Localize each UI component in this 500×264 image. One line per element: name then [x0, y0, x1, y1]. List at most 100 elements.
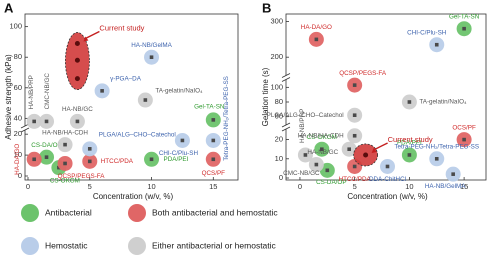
current-study-point [74, 76, 80, 82]
point-label: HA-NB/GelMA [131, 42, 172, 49]
point-label: QCS/PF [202, 170, 226, 177]
point-label: HA-DA/GO [14, 144, 21, 175]
point-center [462, 26, 466, 31]
axis-break-gap [22, 126, 28, 130]
point-center [87, 159, 92, 164]
point-center [451, 172, 455, 176]
y-tick-label: 10 [14, 150, 22, 159]
point-label: PDA/PEI [164, 156, 189, 163]
point-label: CMC-NB/GC [283, 170, 320, 177]
point-center [87, 147, 92, 151]
y-axis-title: Gelation time (s) [261, 67, 270, 126]
point-center [63, 142, 67, 147]
panel-label: A [4, 0, 14, 15]
y-tick-label: 80 [275, 97, 283, 106]
point-center [352, 83, 357, 87]
axis-break [281, 122, 291, 128]
point-label: Tetra-PEG-NH₂/Tetra-PEG-SS [394, 143, 479, 150]
point-label: γ-PGA–DA [110, 76, 142, 83]
point-label: HTCC/PDA [339, 176, 372, 183]
point-label: Tetra-PEG-NH₂/Tetra-PEG-SS [223, 76, 230, 161]
current-study-label: Current study [99, 23, 144, 32]
x-tick-label: 10 [147, 182, 155, 191]
legend-swatch [128, 237, 146, 255]
point-center [44, 119, 49, 124]
point-label: CS-OKGM [50, 177, 80, 184]
x-tick-label: 5 [353, 182, 357, 191]
x-axis-title: Concentration (w/v, %) [347, 192, 428, 201]
point-label: OCS/PF [452, 124, 476, 131]
legend-label: Both antibacterial and hemostatic [152, 207, 278, 217]
point-center [314, 37, 319, 42]
point-label: HA-NB/GelMA [425, 183, 466, 190]
point-label: HA-NB/PRP [28, 75, 35, 109]
point-center [32, 157, 36, 162]
point-label: PLGA/ALG–CHO–Catechol [99, 131, 176, 138]
y-axis-title: Adhesive strength (kPa) [4, 54, 13, 140]
panel-label: B [262, 0, 271, 15]
point-center [211, 157, 216, 162]
point-center [149, 157, 154, 162]
point-label: CS-DA/OP [31, 142, 61, 149]
point-label: DDA-ChitHCl [369, 176, 406, 183]
axis-break [281, 73, 291, 78]
point-label: PLGA/ALG–CHO–Catechol [267, 112, 344, 119]
point-label: HA-NB/HA-CDH [42, 129, 88, 136]
callout-arrowhead [83, 36, 89, 42]
point-center [352, 133, 357, 138]
point-label: HA-NB/PRP [299, 109, 306, 143]
point-center [434, 157, 439, 161]
point-center [211, 138, 216, 143]
y-tick-label: 200 [270, 52, 283, 61]
point-center [325, 168, 330, 173]
y-tick-label: 0 [279, 173, 283, 182]
x-tick-label: 0 [298, 182, 302, 191]
axis-break [20, 127, 30, 133]
point-label: CS-OKGM [307, 134, 337, 141]
y-tick-label: 0 [18, 171, 22, 180]
point-label: QCSP/PEGS-FA [58, 173, 106, 180]
point-center [347, 147, 351, 151]
point-label: CS-DA/OP [316, 179, 346, 186]
point-center [180, 138, 185, 143]
y-tick-label: 80 [14, 52, 22, 61]
y-tick-label: 300 [270, 17, 283, 26]
axis-break-gap [283, 75, 289, 80]
point-center [314, 162, 319, 167]
y-tick-label: 60 [275, 112, 283, 121]
point-center [352, 164, 357, 169]
x-tick-label: 10 [405, 182, 413, 191]
current-study-label: Current study [388, 135, 433, 144]
axis-break [281, 126, 291, 132]
point-center [32, 119, 36, 124]
y-tick-label: 20 [275, 135, 283, 144]
y-tick-label: 20 [14, 129, 22, 138]
point-label: HA-NB/GC [62, 106, 93, 113]
axis-break [281, 77, 291, 82]
point-center [352, 113, 357, 117]
point-center [407, 100, 412, 104]
plot-frame [285, 13, 487, 181]
point-label: Gel-TA-SN [449, 13, 480, 20]
point-center [100, 89, 104, 93]
point-center [385, 164, 390, 169]
point-center [303, 153, 308, 157]
point-center [63, 161, 67, 166]
current-study-point [74, 57, 80, 63]
point-label: PDA/PEI [397, 140, 422, 147]
point-label: QCSP/PEGS-FA [339, 70, 387, 77]
point-label: CHI-C/Plu-SH [159, 150, 199, 157]
y-tick-label: 100 [9, 22, 22, 31]
x-axis-title: Concentration (w/v, %) [93, 192, 174, 201]
point-center [143, 98, 148, 102]
x-tick-label: 5 [88, 182, 92, 191]
legend-swatch [128, 204, 146, 222]
x-tick-label: 0 [26, 182, 30, 191]
callout-arrowhead [371, 147, 377, 153]
point-label: HA-NB/GC [307, 149, 338, 156]
legend-swatch [21, 204, 39, 222]
legend-label: Antibacterial [45, 207, 92, 217]
y-tick-label: 60 [14, 83, 22, 92]
current-study-point [363, 152, 369, 158]
